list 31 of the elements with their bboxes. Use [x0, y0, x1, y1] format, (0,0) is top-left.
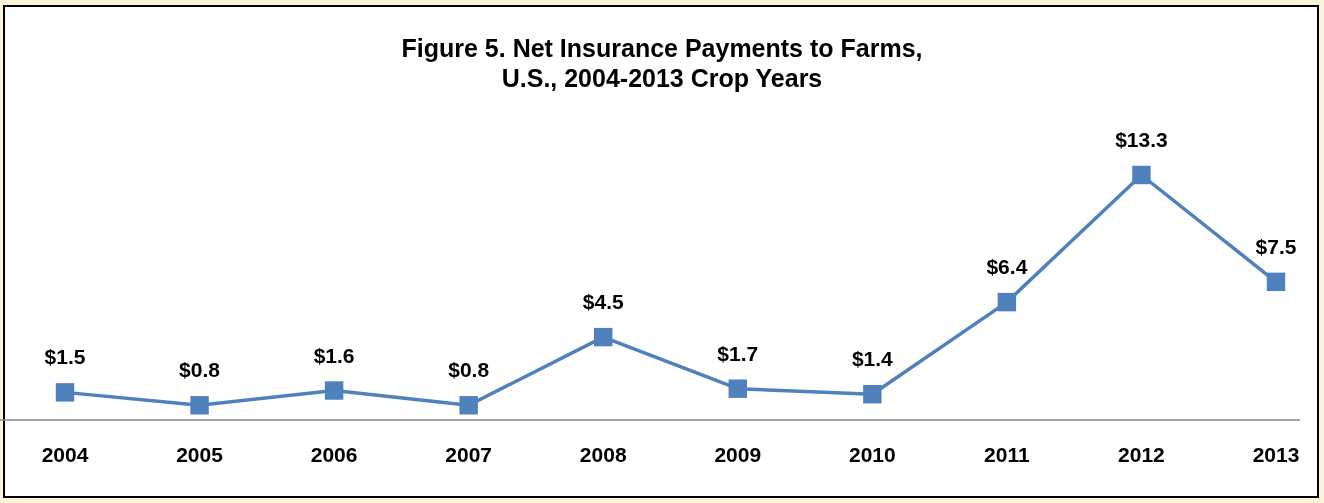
point: [324, 381, 344, 400]
data-label: $1.4: [851, 347, 894, 371]
data-label: $0.8: [448, 358, 490, 382]
data-label: $6.4: [986, 255, 1028, 279]
x-tick-label: 2009: [714, 443, 762, 466]
x-tick-label: 2004: [41, 443, 89, 466]
point: [190, 396, 209, 415]
data-label: $1.5: [44, 345, 86, 369]
x-tick-label: 2005: [176, 443, 224, 466]
data-label: $1.6: [313, 343, 355, 367]
x-tick-label: 2010: [848, 443, 896, 466]
data-label: $7.5: [1255, 234, 1297, 258]
x-tick-label: 2012: [1118, 443, 1165, 466]
data-label: $13.3: [1115, 128, 1168, 151]
x-tick-label: 2008: [579, 443, 627, 466]
point: [55, 383, 75, 402]
point: [997, 292, 1017, 312]
x-tick-label: 2007: [445, 443, 493, 466]
data-label: $1.7: [717, 341, 759, 365]
x-tick-label: 2006: [310, 443, 358, 466]
point: [1132, 165, 1151, 185]
x-tick-label: 2013: [1252, 443, 1300, 466]
data-label: $4.5: [582, 290, 624, 314]
chart-title: Figure 5. Net Insurance Payments to Farms, U.S., 2004-2013 Crop Years: [401, 34, 923, 92]
point: [594, 327, 613, 347]
point: [863, 384, 882, 404]
x-tick-label: 2011: [984, 443, 1030, 466]
point: [728, 379, 747, 398]
data-label: $0.8: [179, 358, 221, 382]
point: [459, 396, 478, 415]
point: [1266, 272, 1286, 292]
